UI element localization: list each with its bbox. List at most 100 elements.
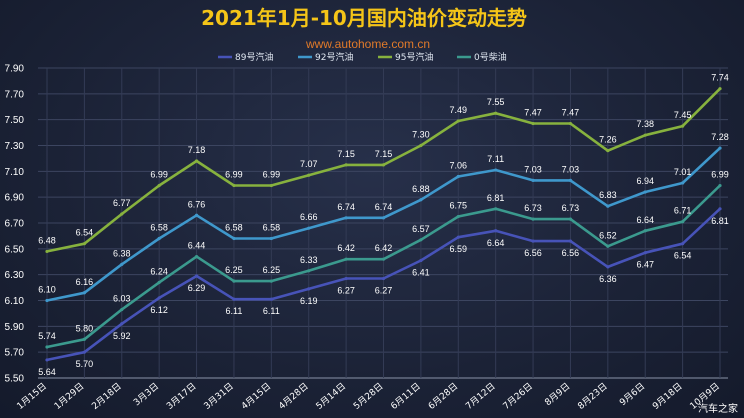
data-label: 6.54	[76, 228, 94, 238]
x-axis: 1月15日 1月29日 2月18日 3月3日 3月17日 3月31日 4月15日 4月28日 5…	[15, 381, 722, 412]
x-tick-label: 3月31日	[202, 381, 236, 412]
data-point	[45, 345, 49, 349]
y-axis: 5.50 5.70 5.90 6.10 6.30 6.50 6.70 6.90 7.10 7.30…	[5, 64, 25, 385]
data-point	[531, 121, 535, 126]
data-label: 6.33	[300, 255, 318, 265]
data-point	[194, 213, 199, 217]
y-tick-label: 6.70	[5, 219, 25, 230]
data-label: 6.27	[337, 286, 355, 296]
data-point	[568, 217, 573, 221]
y-tick-label: 6.90	[5, 193, 25, 204]
data-point	[718, 146, 722, 150]
data-point	[232, 297, 236, 301]
data-label: 6.03	[113, 294, 131, 304]
legend-label: 92号汽油	[315, 51, 353, 63]
data-point	[307, 226, 311, 230]
data-label: 7.07	[300, 159, 318, 169]
data-label: 6.77	[113, 198, 131, 208]
data-point	[82, 242, 86, 246]
data-label: 6.41	[412, 267, 430, 277]
data-point	[531, 239, 535, 243]
data-point	[157, 236, 161, 241]
data-label: 6.94	[636, 176, 654, 186]
data-label: 6.74	[375, 202, 393, 212]
data-point	[344, 216, 348, 220]
x-tick-label: 8月9日	[543, 381, 573, 408]
data-point	[157, 296, 161, 300]
data-point	[419, 258, 423, 263]
data-point	[531, 178, 535, 182]
data-point	[120, 262, 124, 266]
y-tick-label: 7.30	[5, 141, 25, 152]
data-point	[194, 159, 199, 163]
x-tick-label: 9月6日	[618, 381, 648, 408]
data-label: 6.56	[524, 248, 542, 258]
data-point	[718, 183, 722, 188]
data-point	[381, 257, 386, 261]
x-tick-label: 2月18日	[90, 381, 124, 412]
legend-label: 89号汽油	[235, 51, 273, 63]
data-point	[681, 220, 685, 224]
x-tick-label: 4月28日	[277, 381, 311, 412]
y-tick-label: 7.70	[5, 89, 25, 100]
data-point	[531, 217, 535, 221]
data-label: 6.81	[487, 193, 505, 203]
data-point	[120, 307, 124, 312]
data-point	[568, 121, 573, 126]
data-point	[456, 214, 460, 219]
data-label: 7.11	[487, 154, 504, 164]
data-label: 5.92	[113, 331, 131, 341]
x-tick-label: 3月3日	[131, 381, 161, 408]
data-label: 7.18	[188, 145, 206, 155]
data-label: 6.42	[337, 243, 355, 253]
x-tick-label: 1月15日	[15, 381, 49, 412]
x-tick-label: 6月28日	[426, 381, 460, 412]
legend-label: 95号汽油	[395, 51, 433, 63]
data-label: 6.88	[412, 184, 430, 194]
data-label: 6.83	[599, 190, 617, 200]
data-label: 6.10	[38, 285, 56, 295]
data-label: 5.80	[76, 323, 94, 333]
legend: 89号汽油 92号汽油 95号汽油 0号柴油	[218, 51, 507, 63]
data-point	[456, 119, 460, 123]
y-tick-label: 6.30	[5, 270, 25, 281]
chart-title: 2021年1月-10月国内油价变动走势	[201, 6, 527, 30]
data-label: 7.38	[636, 119, 654, 129]
data-point	[606, 149, 610, 153]
data-point	[344, 257, 348, 261]
data-label: 7.55	[487, 97, 505, 107]
data-label: 7.47	[524, 108, 542, 118]
x-tick-label: 8月23日	[576, 381, 610, 412]
data-point	[82, 350, 86, 354]
data-label: 6.99	[150, 170, 168, 180]
data-label: 7.03	[562, 164, 580, 174]
data-label: 6.99	[225, 170, 243, 180]
data-label: 6.71	[674, 206, 692, 216]
y-tick-label: 6.10	[5, 296, 25, 307]
data-point	[194, 274, 199, 278]
data-label: 6.75	[450, 201, 468, 211]
data-point	[232, 279, 236, 283]
y-tick-label: 6.50	[5, 244, 25, 255]
data-point	[232, 183, 236, 188]
data-point	[157, 280, 161, 285]
data-label: 6.47	[636, 260, 654, 270]
x-tick-label: 5月28日	[351, 381, 385, 412]
legend-label: 0号柴油	[474, 51, 507, 63]
data-label: 6.11	[263, 306, 280, 316]
watermark: 汽车之家	[698, 402, 738, 415]
data-point	[494, 229, 498, 233]
data-label: 6.73	[562, 203, 580, 213]
y-tick-label: 7.50	[5, 115, 25, 126]
data-point	[643, 133, 647, 137]
data-label: 6.58	[263, 223, 281, 233]
data-point	[45, 249, 49, 254]
data-label: 7.01	[674, 167, 692, 177]
data-label: 7.30	[412, 130, 430, 140]
data-label: 6.74	[337, 202, 355, 212]
data-label: 6.64	[487, 238, 505, 248]
data-label: 6.59	[450, 244, 468, 254]
data-label: 5.70	[76, 359, 94, 369]
data-label: 6.19	[300, 296, 318, 306]
